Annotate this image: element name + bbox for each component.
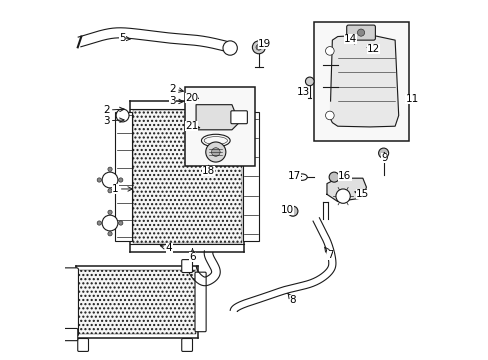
Circle shape xyxy=(287,206,297,216)
Circle shape xyxy=(108,231,112,236)
Circle shape xyxy=(335,189,349,203)
Circle shape xyxy=(305,77,313,86)
Circle shape xyxy=(116,109,129,122)
Circle shape xyxy=(102,215,118,231)
Circle shape xyxy=(108,167,112,171)
Polygon shape xyxy=(78,270,196,334)
FancyBboxPatch shape xyxy=(182,338,192,351)
Circle shape xyxy=(328,172,339,182)
Circle shape xyxy=(108,189,112,193)
Circle shape xyxy=(102,172,118,188)
FancyBboxPatch shape xyxy=(195,272,206,332)
Polygon shape xyxy=(185,87,255,166)
Text: 16: 16 xyxy=(338,171,351,181)
Circle shape xyxy=(119,221,122,225)
Text: 4: 4 xyxy=(160,243,172,253)
FancyBboxPatch shape xyxy=(60,268,78,336)
Circle shape xyxy=(97,221,101,225)
Text: 17: 17 xyxy=(287,171,301,181)
Polygon shape xyxy=(196,105,239,130)
Circle shape xyxy=(357,29,364,36)
Text: 21: 21 xyxy=(184,121,199,131)
FancyBboxPatch shape xyxy=(346,25,375,40)
Text: 18: 18 xyxy=(202,166,215,176)
Text: 13: 13 xyxy=(296,87,310,97)
Text: 1: 1 xyxy=(112,184,132,194)
Circle shape xyxy=(119,178,122,182)
Text: 15: 15 xyxy=(354,189,369,199)
Circle shape xyxy=(211,148,220,156)
Polygon shape xyxy=(115,112,131,241)
Text: 12: 12 xyxy=(366,44,380,54)
Polygon shape xyxy=(242,112,258,241)
FancyBboxPatch shape xyxy=(182,260,192,273)
Text: 11: 11 xyxy=(405,94,418,104)
FancyBboxPatch shape xyxy=(78,338,88,351)
Text: 5: 5 xyxy=(119,33,130,43)
Text: 19: 19 xyxy=(257,39,270,49)
Text: 7: 7 xyxy=(324,247,333,260)
Text: 2: 2 xyxy=(103,105,124,115)
Text: 9: 9 xyxy=(380,152,387,163)
Text: 3: 3 xyxy=(103,116,124,126)
Polygon shape xyxy=(314,22,408,140)
Text: 20: 20 xyxy=(184,93,198,103)
Circle shape xyxy=(325,46,333,55)
Circle shape xyxy=(223,41,237,55)
Circle shape xyxy=(97,178,101,182)
Text: 14: 14 xyxy=(343,34,356,44)
Circle shape xyxy=(108,210,112,215)
Circle shape xyxy=(378,148,388,158)
FancyBboxPatch shape xyxy=(60,328,78,341)
Polygon shape xyxy=(330,35,398,127)
Text: 6: 6 xyxy=(189,249,195,262)
Circle shape xyxy=(325,111,333,120)
Circle shape xyxy=(255,44,261,50)
Text: 8: 8 xyxy=(287,293,296,305)
Text: 2: 2 xyxy=(169,84,183,94)
Polygon shape xyxy=(326,178,366,202)
Polygon shape xyxy=(132,110,241,243)
Circle shape xyxy=(205,142,225,162)
FancyBboxPatch shape xyxy=(230,111,247,124)
Text: 10: 10 xyxy=(281,206,293,216)
Circle shape xyxy=(252,41,265,54)
Text: 3: 3 xyxy=(169,96,183,106)
